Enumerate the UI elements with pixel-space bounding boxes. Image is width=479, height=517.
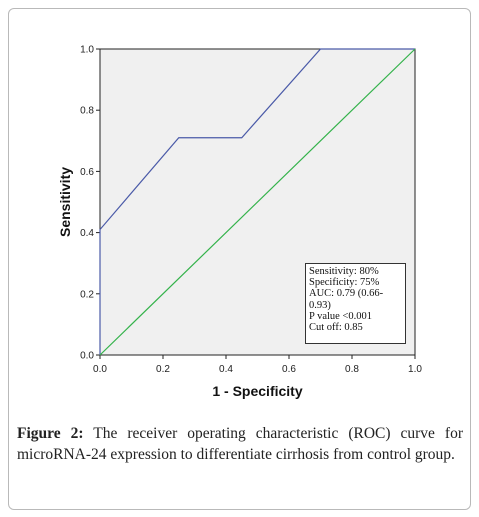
x-tick-label: 1.0 [408, 364, 422, 375]
y-tick-label: 0.8 [80, 106, 94, 117]
series-line-1 [99, 48, 416, 356]
x-tick-label: 0.6 [282, 364, 296, 375]
roc-chart: 0.0 0.2 0.4 0.6 0.8 1.0 0.0 0.2 0.4 0.6 0.8 1.0 1 - … [57, 45, 422, 400]
series-line-0 [99, 48, 415, 355]
caption-label: Figure 2: [17, 425, 84, 442]
y-axis-title: Sensitivity [57, 167, 73, 237]
y-tick-label: 0.2 [80, 289, 94, 300]
y-tick-label: 0.6 [80, 167, 94, 178]
stats-line: Specificity: 75% [309, 277, 380, 289]
stats-line: Cut off: 0.85 [309, 322, 363, 334]
figure-caption: Figure 2: The receiver operating charact… [17, 423, 463, 465]
x-tick-label: 0.2 [156, 364, 170, 375]
caption-text: The receiver operating characteristic (R… [17, 425, 463, 463]
y-tick-label: 0.0 [80, 351, 94, 362]
y-tick-label: 1.0 [80, 45, 94, 56]
stats-line: P value <0.001 [309, 310, 372, 322]
y-tick-label: 0.4 [80, 228, 94, 239]
stats-line: AUC: 0.79 (0.66-0.93) [309, 288, 384, 311]
stats-line: Sensitivity: 80% [309, 266, 379, 277]
stats-box: Sensitivity: 80% Specificity: 75% AUC: 0… [305, 263, 406, 344]
x-tick-label: 0.8 [345, 364, 359, 375]
x-axis-title: 1 - Specificity [212, 383, 302, 399]
x-tick-label: 0.0 [93, 364, 107, 375]
x-tick-label: 0.4 [219, 364, 233, 375]
